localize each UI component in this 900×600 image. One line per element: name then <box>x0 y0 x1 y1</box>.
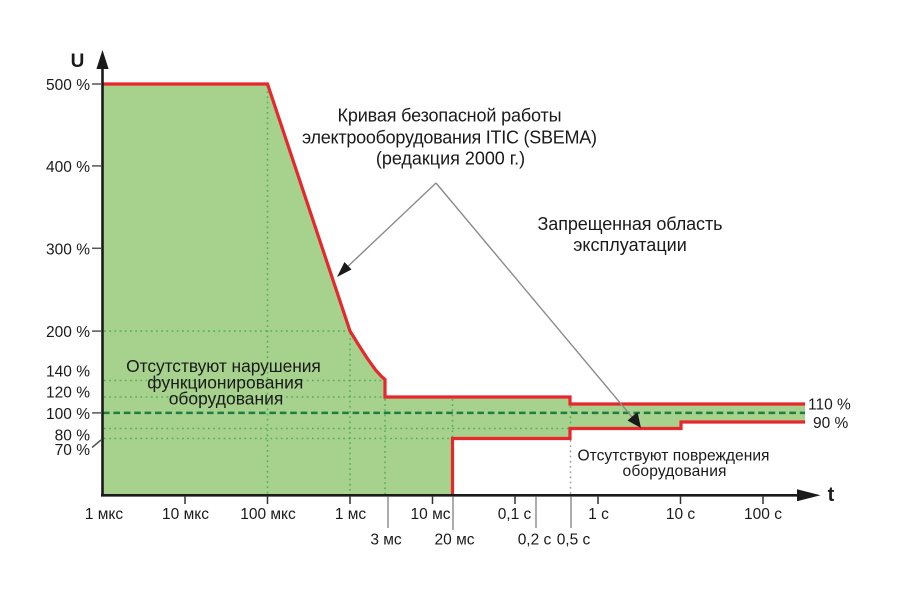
svg-text:Отсутствуют нарушения: Отсутствуют нарушения <box>126 356 321 376</box>
svg-text:100 %: 100 % <box>46 406 90 423</box>
svg-text:100 мкс: 100 мкс <box>240 506 296 523</box>
svg-text:1 мкс: 1 мкс <box>85 506 124 523</box>
svg-text:0,1 с: 0,1 с <box>498 506 532 523</box>
svg-text:1 с: 1 с <box>588 506 609 523</box>
svg-text:0,5 с: 0,5 с <box>557 531 591 548</box>
svg-text:100 с: 100 с <box>744 506 782 523</box>
svg-text:90 %: 90 % <box>813 415 849 432</box>
svg-text:110 %: 110 % <box>808 397 851 414</box>
svg-text:500 %: 500 % <box>46 77 90 94</box>
svg-text:140 %: 140 % <box>46 363 90 380</box>
svg-text:70 %: 70 % <box>55 442 91 459</box>
svg-text:20 мс: 20 мс <box>435 531 475 548</box>
svg-text:300 %: 300 % <box>46 241 90 258</box>
svg-text:80 %: 80 % <box>55 427 91 444</box>
svg-text:1 мс: 1 мс <box>335 506 367 523</box>
svg-text:Запрещенная область: Запрещенная область <box>538 214 723 234</box>
svg-text:Отсутствуют повреждения: Отсутствуют повреждения <box>578 447 770 464</box>
svg-text:(редакция 2000 г.): (редакция 2000 г.) <box>376 149 525 169</box>
svg-text:Кривая безопасной работы: Кривая безопасной работы <box>338 106 562 126</box>
svg-text:U: U <box>71 51 85 72</box>
svg-text:120 %: 120 % <box>46 385 90 402</box>
svg-text:функционирования: функционирования <box>147 373 303 393</box>
svg-text:10 мс: 10 мс <box>411 506 451 523</box>
svg-text:10 с: 10 с <box>666 506 696 523</box>
svg-text:400 %: 400 % <box>46 159 90 176</box>
svg-text:оборудования: оборудования <box>169 389 284 409</box>
svg-text:3 мс: 3 мс <box>370 531 402 548</box>
svg-text:200 %: 200 % <box>46 324 90 341</box>
svg-text:10 мкс: 10 мкс <box>162 506 209 523</box>
svg-text:электрооборудования ITIC (SBEM: электрооборудования ITIC (SBEMA) <box>302 128 597 148</box>
svg-text:t: t <box>828 484 835 506</box>
svg-text:0,2 с: 0,2 с <box>518 531 552 548</box>
svg-text:оборудования: оборудования <box>623 463 727 480</box>
svg-text:эксплуатации: эксплуатации <box>573 235 687 255</box>
